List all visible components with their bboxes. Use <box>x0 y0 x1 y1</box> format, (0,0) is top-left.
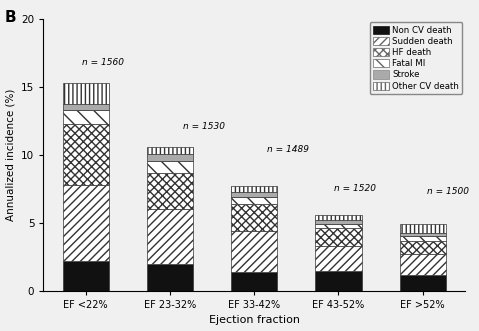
Bar <box>63 104 109 111</box>
Bar <box>399 232 446 236</box>
Text: n = 1520: n = 1520 <box>334 184 376 193</box>
Text: n = 1489: n = 1489 <box>267 145 309 154</box>
Bar <box>399 241 446 254</box>
Bar <box>315 228 362 246</box>
Bar <box>147 147 193 155</box>
Bar <box>315 270 362 291</box>
X-axis label: Ejection fraction: Ejection fraction <box>209 315 300 325</box>
Text: n = 1500: n = 1500 <box>427 187 469 196</box>
Text: B: B <box>5 10 16 25</box>
Bar <box>63 124 109 185</box>
Text: n = 1560: n = 1560 <box>81 58 124 67</box>
Bar <box>231 197 277 204</box>
Bar <box>315 215 362 220</box>
Legend: Non CV death, Sudden death, HF death, Fatal MI, Stroke, Other CV death: Non CV death, Sudden death, HF death, Fa… <box>370 22 462 94</box>
Bar <box>231 231 277 272</box>
Bar <box>231 192 277 197</box>
Bar <box>399 224 446 232</box>
Bar <box>399 254 446 275</box>
Bar <box>147 173 193 210</box>
Bar <box>315 224 362 228</box>
Bar <box>63 83 109 104</box>
Bar <box>63 261 109 291</box>
Y-axis label: Annualized incidence (%): Annualized incidence (%) <box>6 89 15 221</box>
Bar <box>63 185 109 261</box>
Bar <box>147 161 193 173</box>
Bar <box>63 111 109 124</box>
Bar <box>147 264 193 291</box>
Bar <box>231 186 277 192</box>
Bar <box>315 246 362 270</box>
Bar <box>147 210 193 264</box>
Bar <box>399 236 446 241</box>
Bar <box>231 272 277 291</box>
Text: n = 1530: n = 1530 <box>182 122 225 131</box>
Bar <box>399 275 446 291</box>
Bar <box>231 204 277 231</box>
Bar <box>147 155 193 161</box>
Bar <box>315 220 362 224</box>
